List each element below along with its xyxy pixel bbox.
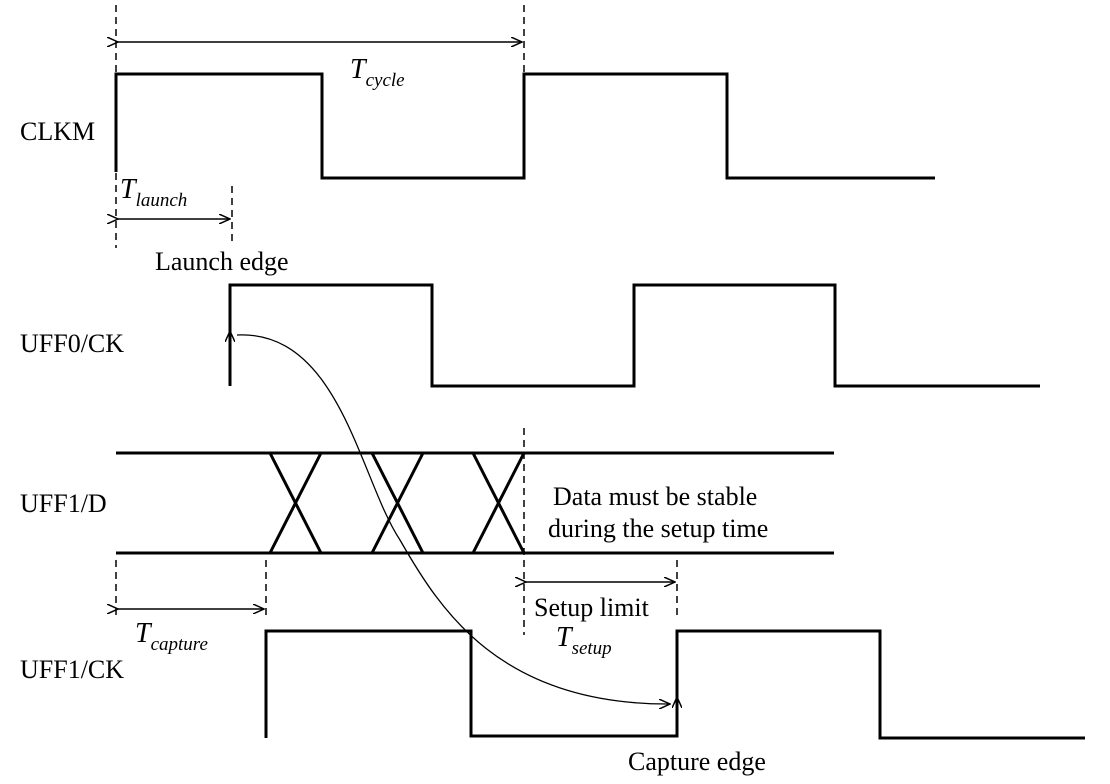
uff1-d-waveform (116, 451, 834, 555)
data-note-line2: during the setup time (548, 514, 768, 543)
t-capture-label: Tcapture (135, 618, 208, 655)
setup-limit-label: Setup limit (534, 593, 650, 622)
launch-edge-label: Launch edge (155, 247, 289, 276)
clkm-waveform (114, 72, 935, 180)
t-setup-label: Tsetup (556, 622, 612, 659)
t-launch-label: Tlaunch (120, 174, 187, 211)
clkm-label: CLKM (20, 117, 95, 146)
timing-path-curve (236, 334, 670, 704)
uff0-ck-label: UFF0/CK (20, 329, 124, 358)
uff1-d-label: UFF1/D (20, 489, 107, 518)
t-cycle-label: Tcycle (350, 54, 405, 91)
uff1-ck-waveform (264, 629, 1085, 740)
uff0-ck-waveform (228, 283, 1040, 388)
capture-edge-label: Capture edge (628, 747, 766, 776)
data-note-line1: Data must be stable (553, 482, 757, 511)
uff1-ck-label: UFF1/CK (20, 655, 124, 684)
